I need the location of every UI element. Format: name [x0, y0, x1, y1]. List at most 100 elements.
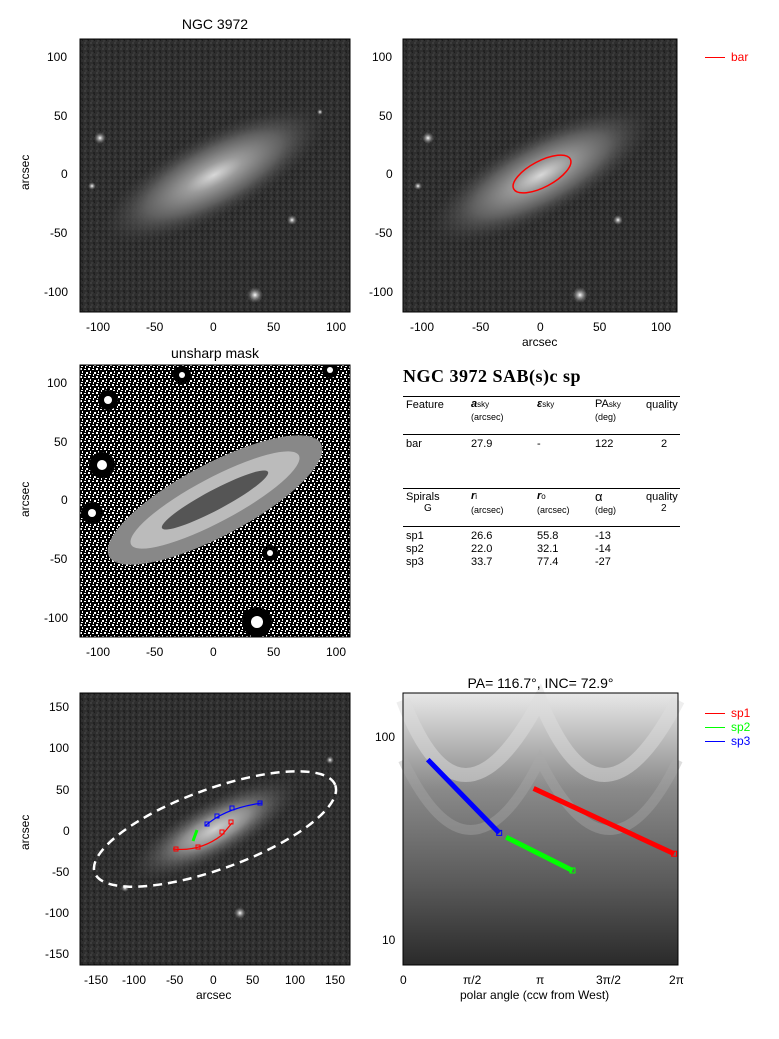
- p3-ytick: 50: [54, 435, 68, 449]
- bar-header-a-unit: (arcsec): [471, 412, 504, 422]
- p3-ytick: 100: [47, 376, 68, 390]
- p5-ytick: 100: [375, 730, 396, 744]
- spiral-overlay-panel: [79, 692, 351, 966]
- p2-xtick: 100: [651, 320, 672, 334]
- spiral-alpha: -14: [595, 543, 611, 555]
- p1-xtick: -50: [146, 320, 164, 334]
- bar-legend-line: [705, 57, 725, 59]
- spiral-name: sp2: [406, 543, 424, 555]
- p3-ytick: 0: [61, 493, 68, 507]
- p4-xtick: -50: [166, 973, 184, 987]
- p4-xtick: -150: [84, 973, 109, 987]
- table-row: sp1 26.6 55.8 -13: [406, 530, 656, 543]
- bar-header-a: asky: [471, 398, 489, 410]
- spiral-header-ri-symbol: r: [471, 490, 476, 502]
- p4-xtick: 100: [285, 973, 306, 987]
- spiral-name: sp3: [406, 556, 424, 568]
- spiral-header-feature: Spirals: [406, 491, 440, 503]
- p4-ytick: 50: [56, 783, 70, 797]
- p4-ytick: 0: [63, 824, 70, 838]
- bar-header-a-sub: sky: [477, 400, 490, 409]
- p1-xtick: 100: [326, 320, 347, 334]
- spiral-ri: 33.7: [471, 556, 493, 568]
- p4-ytick: 100: [49, 741, 70, 755]
- table-rule: [403, 526, 680, 527]
- bar-row-a: 27.9: [471, 438, 493, 450]
- spiral-header-ro: ro: [537, 490, 546, 502]
- sp2-end-marker: [569, 867, 576, 874]
- spiral-header-alpha: α: [595, 489, 603, 504]
- spiral-header-ro-sub: o: [541, 492, 546, 501]
- sp1-fit-line: [532, 786, 676, 857]
- spiral-header-feature2: G: [424, 503, 432, 514]
- legend-sp2-line: [705, 727, 725, 729]
- p4-ytick: -50: [52, 865, 70, 879]
- bar-row-feature: bar: [406, 438, 422, 450]
- p5-xlabel: polar angle (ccw from West): [460, 988, 610, 1002]
- p1-xtick: 50: [267, 320, 281, 334]
- spiral-ri: 26.6: [471, 530, 493, 542]
- bar-overlay-panel: [402, 38, 678, 313]
- p5-xtick: 0: [400, 973, 407, 987]
- p1-xtick: 0: [210, 320, 217, 334]
- p4-xtick: 150: [325, 973, 346, 987]
- p2-xlabel: arcsec: [522, 335, 558, 349]
- p3-xtick: -100: [86, 645, 111, 659]
- bar-header-pa-sub: sky: [608, 400, 621, 409]
- p3-xtick: 50: [267, 645, 281, 659]
- spiral-header-ro-unit: (arcsec): [537, 505, 570, 515]
- legend-sp2-label: sp2: [731, 720, 751, 734]
- spiral-header-ri: ri: [471, 490, 477, 502]
- p4-ylabel: arcsec: [18, 814, 32, 850]
- spiral-ro: 55.8: [537, 530, 559, 542]
- p4-ytick: -150: [45, 947, 70, 961]
- p1-ylabel: arcsec: [18, 154, 32, 190]
- table-rule: [403, 434, 680, 435]
- p4-xlabel: arcsec: [196, 988, 232, 1002]
- sp3-fit-line: [425, 757, 501, 835]
- polar-panel-title: PA= 116.7°, INC= 72.9°: [467, 675, 614, 691]
- disk-ellipse: [92, 770, 338, 888]
- unsharp-panel: [79, 364, 351, 638]
- spiral-header-quality-val: 2: [661, 503, 667, 514]
- legend-sp2: sp2: [705, 720, 750, 734]
- spiral-alpha: -13: [595, 530, 611, 542]
- p2-ytick: -100: [369, 285, 394, 299]
- bar-header-pa: PAsky: [595, 398, 621, 410]
- bar-row-quality: 2: [661, 438, 668, 450]
- table-row: sp3 33.7 77.4 -27: [406, 556, 656, 569]
- table-row: sp2 22.0 32.1 -14: [406, 543, 656, 556]
- p1-ytick: 0: [61, 167, 68, 181]
- spiral-header-ri-unit: (arcsec): [471, 505, 504, 515]
- p2-xtick: 0: [537, 320, 544, 334]
- bar-row-pa: 122: [595, 438, 614, 450]
- p3-ytick: -50: [50, 552, 68, 566]
- bar-header-feature: Feature: [406, 399, 444, 411]
- p2-ytick: 50: [379, 109, 393, 123]
- p2-xtick: -50: [472, 320, 490, 334]
- legend-sp3: sp3: [705, 734, 750, 748]
- bar-header-pa-unit: (deg): [595, 412, 617, 422]
- bar-header-pa-symbol: PA: [595, 398, 609, 410]
- p4-ytick: -100: [45, 906, 70, 920]
- p2-xtick: 50: [593, 320, 607, 334]
- p3-xtick: 0: [210, 645, 217, 659]
- p3-xtick: 100: [326, 645, 347, 659]
- polar-legend: sp1 sp2 sp3: [705, 706, 750, 748]
- sp2-arm-overlay: [191, 829, 199, 842]
- table-rule: [403, 488, 680, 489]
- p5-ytick: 10: [382, 933, 396, 947]
- sp1-arm-overlay: [172, 822, 233, 851]
- spiral-header-alpha-unit: (deg): [595, 505, 617, 515]
- spiral-alpha: -27: [595, 556, 611, 568]
- legend-sp3-line: [705, 741, 725, 743]
- image-panel: [79, 38, 351, 313]
- bar-header-e-sub: sky: [542, 400, 555, 409]
- p1-ytick: 100: [47, 50, 68, 64]
- bar-header-quality: quality: [646, 399, 678, 411]
- table-rule: [403, 396, 680, 397]
- p2-ytick: -50: [375, 226, 393, 240]
- p4-ytick: 150: [49, 700, 70, 714]
- p4-xtick: 50: [246, 973, 260, 987]
